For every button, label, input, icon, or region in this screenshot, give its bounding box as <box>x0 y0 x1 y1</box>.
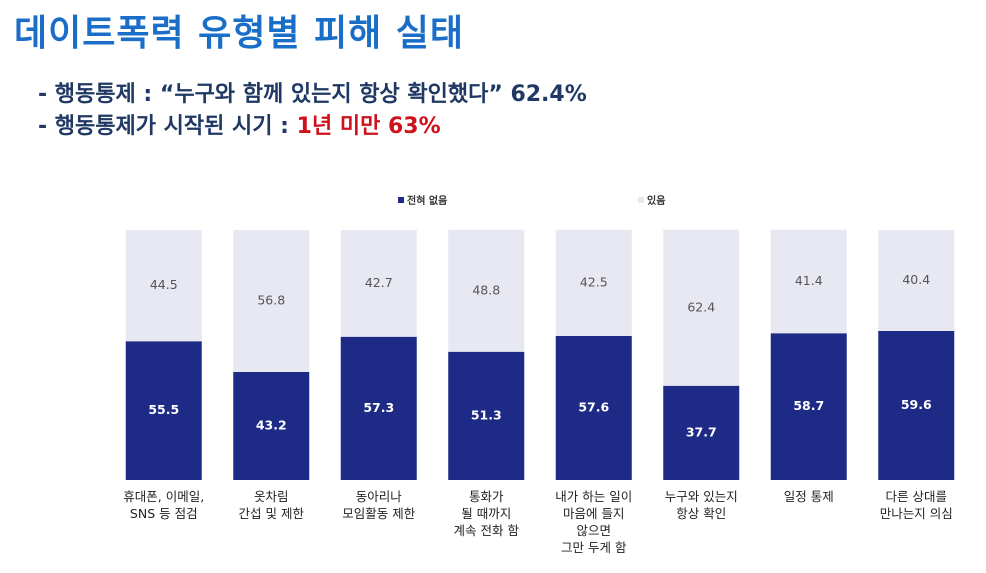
data-label: 59.6 <box>901 397 932 412</box>
bar-segment <box>555 336 632 480</box>
data-label: 55.5 <box>148 402 179 417</box>
bar-segment <box>663 229 740 386</box>
category-label: 내가 하는 일이 마음에 들지 않으면 그만 두게 함 <box>555 489 633 555</box>
bar-segment <box>125 341 202 480</box>
data-label: 48.8 <box>472 282 500 297</box>
data-label: 37.7 <box>686 424 717 439</box>
data-label: 57.3 <box>363 400 394 415</box>
title: 데이트폭력 유형별 피해 실태 <box>14 13 465 54</box>
data-label: 44.5 <box>150 277 178 292</box>
bar-segment <box>340 230 417 337</box>
legend-label: 전혀 없음 <box>407 194 447 207</box>
bar-segment <box>340 336 417 480</box>
data-label: 41.4 <box>795 273 823 288</box>
data-label: 51.3 <box>471 407 502 422</box>
legend-swatch <box>398 197 404 203</box>
bar-segment <box>878 230 955 331</box>
bar-segment <box>448 229 525 352</box>
bar-segment <box>878 331 955 480</box>
data-label: 42.7 <box>365 275 393 290</box>
note-text: - 행동통제가 시작된 시기 : <box>38 114 297 139</box>
note: - 행동통제가 시작된 시기 : 1년 미만 63% <box>38 108 441 140</box>
bar-segment <box>233 372 310 480</box>
category-label: 일정 통제 <box>783 489 834 504</box>
category-label: 옷차림 간섭 및 제한 <box>238 489 304 521</box>
legend-swatch <box>638 197 644 203</box>
category-label: 휴대폰, 이메일, SNS 등 점검 <box>123 489 205 521</box>
data-label: 58.7 <box>793 398 824 413</box>
data-label: 43.2 <box>256 418 287 433</box>
bar-segment <box>233 230 310 372</box>
category-label: 동아리나 모임활동 제한 <box>342 489 416 521</box>
bar-segment <box>448 351 525 480</box>
bar-segment <box>770 333 847 480</box>
category-label: 누구와 있는지 항상 확인 <box>664 489 738 521</box>
data-label: 56.8 <box>257 293 285 308</box>
data-label: 62.4 <box>687 299 715 314</box>
bar-segment <box>770 229 847 334</box>
bar-segment <box>555 229 632 336</box>
legend-label: 있음 <box>647 195 665 207</box>
bar-segment <box>663 385 740 480</box>
category-label: 다른 상대를 만나는지 의심 <box>879 489 953 521</box>
note-text: - 행동통제 : “누구와 함께 있는지 항상 확인했다” 62.4% <box>38 82 587 107</box>
data-label: 57.6 <box>578 400 609 415</box>
note-highlight: 1년 미만 63% <box>296 114 441 139</box>
category-label: 통화가 될 때까지 계속 전화 함 <box>453 489 519 538</box>
bar-segment <box>125 230 202 342</box>
data-label: 42.5 <box>580 274 608 289</box>
note: - 행동통제 : “누구와 함께 있는지 항상 확인했다” 62.4% <box>38 76 587 108</box>
data-label: 40.4 <box>902 272 930 287</box>
